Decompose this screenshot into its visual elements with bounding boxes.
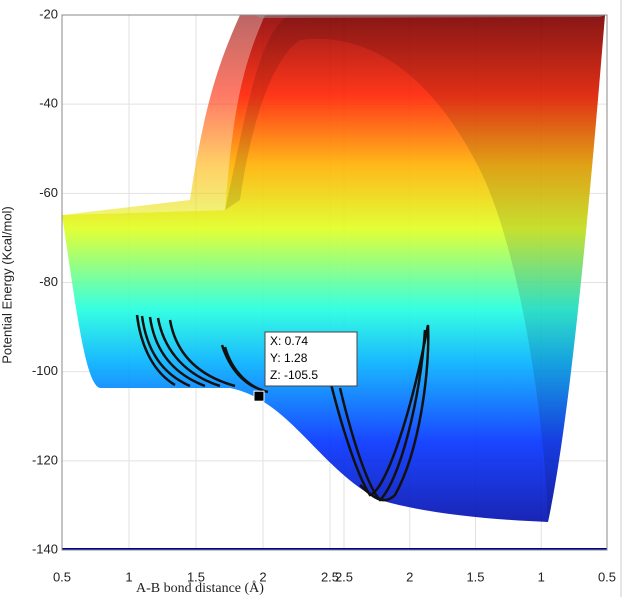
y-tick-label: -60 xyxy=(39,185,58,200)
x-tick-label: 2.5 xyxy=(321,569,339,584)
x-tick-label: 2 xyxy=(259,569,266,584)
y-tick-label: -20 xyxy=(39,6,58,21)
datatip: X: 0.74 Y: 1.28 Z: -105.5 xyxy=(253,331,358,402)
axes-box xyxy=(61,14,608,551)
x-axis-label: A-B bond distance (Å) xyxy=(136,580,264,596)
y-tick-label: -40 xyxy=(39,96,58,111)
x-tick-label: 0.5 xyxy=(598,569,616,584)
y-tick-label: -140 xyxy=(32,541,58,556)
surface-edge xyxy=(255,15,605,18)
y-tick-label: -80 xyxy=(39,274,58,289)
x-tick-label: 1.5 xyxy=(187,569,205,584)
datatip-marker xyxy=(253,390,265,402)
datatip-box xyxy=(264,331,358,387)
x-tick-label: 0.5 xyxy=(53,569,71,584)
trajectory xyxy=(135,314,430,502)
y-tick-label: -100 xyxy=(32,363,58,378)
x-tick-label: 2.5 xyxy=(335,569,353,584)
datatip-text: Z: -105.5 xyxy=(270,368,318,382)
datatip-text: X: 0.74 xyxy=(270,334,308,348)
y-axis-label: Potential Energy (Kcal/mol) xyxy=(0,206,14,364)
surface-shade xyxy=(225,15,605,522)
surface xyxy=(62,15,607,550)
x-tick-label: 2 xyxy=(406,569,413,584)
y-tick-label: -120 xyxy=(32,452,58,467)
x-tick-label: 1.5 xyxy=(466,569,484,584)
surface-face xyxy=(62,15,605,522)
datatip-text: Y: 1.28 xyxy=(270,351,308,365)
x-tick-label: 1 xyxy=(125,569,132,584)
surface-face xyxy=(62,15,265,215)
x-tick-label: 1 xyxy=(538,569,545,584)
